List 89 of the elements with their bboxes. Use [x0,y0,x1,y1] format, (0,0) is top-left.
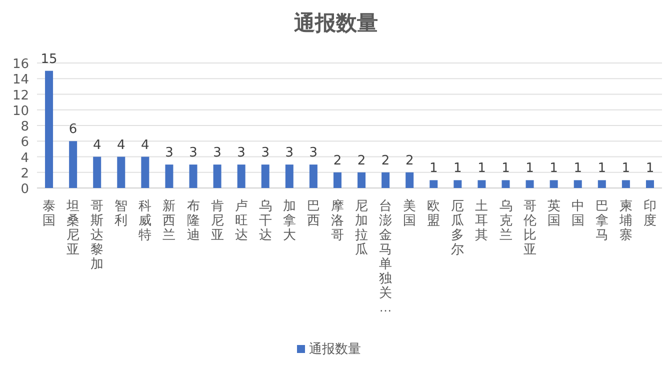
y-tick-label: 8 [20,120,29,134]
data-label: 2 [357,153,366,168]
data-label: 3 [237,146,246,161]
x-tick-label: 乌克兰 [499,198,512,242]
bar [526,180,534,188]
x-tick-label: 印度 [643,198,656,228]
bar [141,156,150,188]
bar [358,172,366,188]
bar [213,164,222,188]
bar [285,164,294,188]
x-tick-label: 哥斯达黎加 [90,198,104,271]
x-tick-label: 欧盟 [427,198,440,228]
bar [261,164,270,188]
bar [382,172,390,188]
x-tick-label: 英国 [547,198,560,228]
x-tick-label: 新西兰 [162,198,176,242]
data-label: 2 [381,153,390,168]
x-tick-label: 巴西 [306,198,320,228]
data-label: 2 [405,153,414,168]
x-tick-label: 加拿大 [282,198,296,242]
x-tick-label: 坦桑尼亚 [66,198,80,256]
y-tick-label: 10 [12,104,29,119]
data-label: 1 [574,161,582,176]
y-tick-label: 4 [20,150,29,166]
data-label: 4 [92,138,102,153]
x-tick-label: 美国 [403,198,416,228]
y-tick-label: 2 [20,166,29,182]
x-tick-label: 哥伦比亚 [523,198,536,256]
bar [333,172,342,188]
y-tick-label: 6 [20,135,29,150]
data-label: 1 [526,161,534,176]
x-tick-label: 科威特 [138,198,152,242]
bar [454,180,462,188]
bar [237,164,246,188]
bar [189,164,198,188]
bar [598,180,606,188]
bar [622,180,630,188]
bar [430,180,438,188]
data-label: 4 [116,138,126,153]
bar [117,156,126,188]
x-tick-label: 中国 [571,198,584,228]
y-tick-label: 14 [12,72,29,88]
legend-label: 通报数量 [309,341,361,356]
data-label: 1 [454,161,462,176]
x-tick-label: 摩洛哥 [330,198,344,242]
bar [45,70,54,188]
y-tick-label: 12 [12,88,29,104]
bar [93,156,102,188]
bar [478,180,486,188]
data-label: 1 [550,161,558,176]
data-label: 2 [333,153,342,168]
x-tick-label: 厄瓜多尔 [451,198,464,256]
data-label: 1 [646,161,654,176]
x-tick-label: 卢旺达 [234,198,248,242]
x-tick-label: 尼加拉瓜 [355,198,368,256]
x-tick-label: 泰国 [42,198,56,228]
x-tick-label: 台澎金马单独关… [379,198,392,314]
bar [309,164,318,188]
data-label: 1 [622,161,630,176]
data-label: 15 [40,52,58,67]
x-tick-label: 布隆迪 [186,198,200,242]
bar [165,164,174,188]
bar [69,141,78,188]
x-tick-label: 巴拿马 [595,198,608,242]
x-tick-label: 柬埔寨 [618,198,632,242]
bar [406,172,414,188]
x-tick-label: 智利 [114,198,128,228]
bar [646,180,654,188]
data-label: 1 [429,161,438,176]
data-label: 3 [189,146,198,161]
data-label: 3 [213,146,222,161]
y-tick-label: 0 [20,182,29,197]
data-label: 3 [285,146,294,161]
data-label: 1 [502,161,510,176]
data-label: 4 [141,138,150,153]
x-tick-label: 肯尼亚 [210,198,224,242]
data-label: 6 [68,122,78,138]
bar [502,180,510,188]
bar [574,180,582,188]
x-tick-label: 土耳其 [475,198,488,242]
x-tick-label: 乌干达 [258,198,272,242]
data-label: 3 [165,146,174,161]
data-label: 3 [261,146,270,161]
chart-title: 通报数量 [293,11,378,35]
data-label: 1 [598,161,606,176]
data-label: 1 [478,161,486,176]
y-tick-label: 16 [12,57,29,72]
bar [550,180,558,188]
data-label: 3 [309,146,318,161]
